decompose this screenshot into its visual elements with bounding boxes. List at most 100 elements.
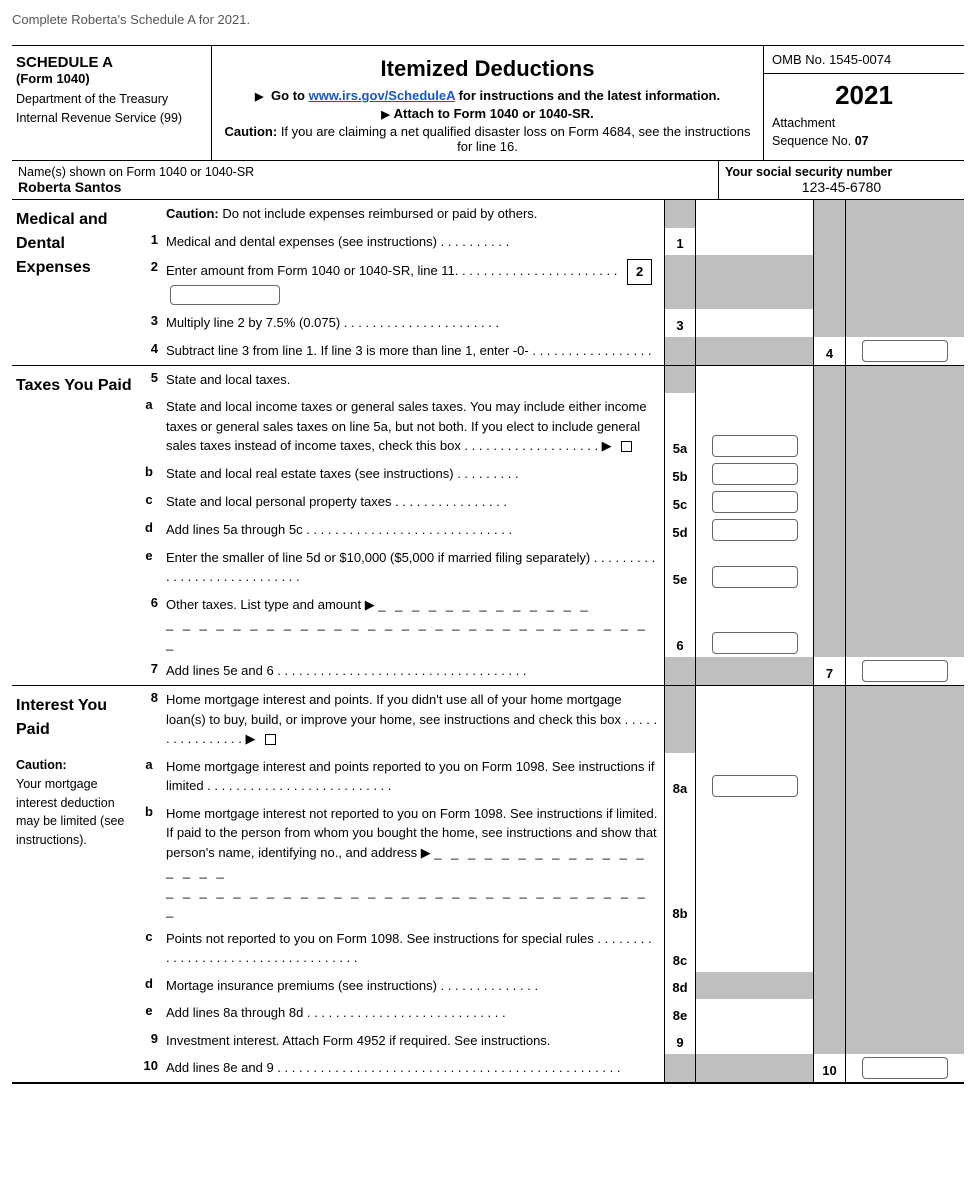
interest-caution: Caution: Your mortgage interest deductio… <box>16 756 134 850</box>
line-9-desc: Investment interest. Attach Form 4952 if… <box>162 1027 664 1055</box>
section-taxes: Taxes You Paid 5 State and local taxes. … <box>12 366 964 687</box>
line-7-num: 7 <box>140 657 162 685</box>
form-title: Itemized Deductions <box>220 56 755 82</box>
line-6-desc: Other taxes. List type and amount ▶ _ _ … <box>162 591 664 658</box>
caution-label: Caution: <box>224 124 277 139</box>
line-4-input[interactable] <box>862 340 948 362</box>
line-5c-desc: State and local personal property taxes … <box>162 488 664 516</box>
col-5e-label: 5e <box>664 544 696 591</box>
col-8d-label: 8d <box>664 972 696 1000</box>
line-4-desc: Subtract line 3 from line 1. If line 3 i… <box>162 337 664 365</box>
header-center: Itemized Deductions Go to www.irs.gov/Sc… <box>212 46 764 160</box>
mortgage-checkbox[interactable] <box>265 734 276 745</box>
line-5a-text: State and local income taxes or general … <box>166 399 647 453</box>
line-6-num: 6 <box>140 591 162 658</box>
line-2-box: 2 <box>627 259 652 285</box>
form-number: (Form 1040) <box>16 71 205 86</box>
line-2-text: Enter amount from Form 1040 or 1040-SR, … <box>166 263 617 278</box>
line-10-input[interactable] <box>862 1057 948 1079</box>
line-6-input[interactable] <box>712 632 798 654</box>
line-5e-input[interactable] <box>712 566 798 588</box>
col-8a-label: 8a <box>664 753 696 800</box>
line-1-desc: Medical and dental expenses (see instruc… <box>162 228 664 256</box>
dept-treasury: Department of the Treasury <box>16 90 205 109</box>
section-interest: Interest You Paid Caution: Your mortgage… <box>12 686 964 1083</box>
tax-year: 2021 <box>772 80 956 111</box>
col-7-label: 7 <box>814 657 846 685</box>
line-8-desc: Home mortgage interest and points. If yo… <box>162 686 664 753</box>
dept-irs: Internal Revenue Service (99) <box>16 109 205 128</box>
col-8e-label: 8e <box>664 999 696 1027</box>
omb-number: OMB No. 1545-0074 <box>764 46 964 74</box>
medical-caution-label: Caution: <box>166 206 219 221</box>
line-5d-input[interactable] <box>712 519 798 541</box>
medical-title: Medical and Dental Expenses <box>12 200 140 365</box>
taxes-title: Taxes You Paid <box>12 366 140 686</box>
line-4-num: 4 <box>140 337 162 365</box>
col-6-label: 6 <box>664 591 696 658</box>
line-5a-input[interactable] <box>712 435 798 457</box>
line-6-text: Other taxes. List type and amount ▶ <box>166 597 375 612</box>
line-2-desc: Enter amount from Form 1040 or 1040-SR, … <box>162 255 664 309</box>
col-5b-label: 5b <box>664 460 696 488</box>
schedule-label: SCHEDULE A <box>16 54 205 71</box>
name-value: Roberta Santos <box>18 179 712 195</box>
form-header: SCHEDULE A (Form 1040) Department of the… <box>12 46 964 161</box>
line-8d-num: d <box>140 972 162 1000</box>
line-8a-input[interactable] <box>712 775 798 797</box>
schedule-a-link[interactable]: www.irs.gov/ScheduleA <box>309 88 455 103</box>
name-label: Name(s) shown on Form 1040 or 1040-SR <box>18 165 712 179</box>
sequence-number: Sequence No. 07 <box>772 133 956 151</box>
seqno-value: 07 <box>855 134 869 148</box>
line-9-num: 9 <box>140 1027 162 1055</box>
caution-text: If you are claiming a net qualified disa… <box>277 124 750 154</box>
header-right: OMB No. 1545-0074 2021 Attachment Sequen… <box>764 46 964 160</box>
attachment-label: Attachment <box>772 115 956 133</box>
col-8c-label: 8c <box>664 925 696 972</box>
line-8b-num: b <box>140 800 162 925</box>
line-2-num: 2 <box>140 255 162 309</box>
ssn-value: 123-45-6780 <box>725 179 958 195</box>
line-7-input[interactable] <box>862 660 948 682</box>
line-8a-desc: Home mortgage interest and points report… <box>162 753 664 800</box>
line-8e-desc: Add lines 8a through 8d . . . . . . . . … <box>162 999 664 1027</box>
interest-caution-label: Caution: <box>16 758 67 772</box>
line-10-desc: Add lines 8e and 9 . . . . . . . . . . .… <box>162 1054 664 1082</box>
col-5c-label: 5c <box>664 488 696 516</box>
ssn-label: Your social security number <box>725 165 958 179</box>
line-5a-num: a <box>140 393 162 460</box>
line-8d-desc: Mortage insurance premiums (see instruct… <box>162 972 664 1000</box>
line-5b-input[interactable] <box>712 463 798 485</box>
line-8a-num: a <box>140 753 162 800</box>
col-5a-label: 5a <box>664 393 696 460</box>
col-1-label: 1 <box>664 228 696 256</box>
line-5b-num: b <box>140 460 162 488</box>
page-instruction: Complete Roberta's Schedule A for 2021. <box>12 12 964 27</box>
header-caution: Caution: If you are claiming a net quali… <box>220 124 755 154</box>
interest-title-block: Interest You Paid Caution: Your mortgage… <box>12 686 140 1082</box>
taxes-title-text: Taxes You Paid <box>16 374 134 398</box>
line-5c-num: c <box>140 488 162 516</box>
line-5-desc: State and local taxes. <box>162 366 664 394</box>
col-4-label: 4 <box>814 337 846 365</box>
col-9-label: 9 <box>664 1027 696 1055</box>
name-row: Name(s) shown on Form 1040 or 1040-SR Ro… <box>12 161 964 200</box>
sales-tax-checkbox[interactable] <box>621 441 632 452</box>
line-5d-desc: Add lines 5a through 5c . . . . . . . . … <box>162 516 664 544</box>
line-5a-desc: State and local income taxes or general … <box>162 393 664 460</box>
header-left: SCHEDULE A (Form 1040) Department of the… <box>12 46 212 160</box>
section-medical: Medical and Dental Expenses Caution: Do … <box>12 200 964 366</box>
line-5c-input[interactable] <box>712 491 798 513</box>
line-5e-num: e <box>140 544 162 591</box>
line-8c-desc: Points not reported to you on Form 1098.… <box>162 925 664 972</box>
line-2-input[interactable] <box>170 285 280 305</box>
col-3-label: 3 <box>664 309 696 337</box>
line-5b-desc: State and local real estate taxes (see i… <box>162 460 664 488</box>
line-8-text: Home mortgage interest and points. If yo… <box>166 692 657 746</box>
line-7-desc: Add lines 5e and 6 . . . . . . . . . . .… <box>162 657 664 685</box>
line-3-num: 3 <box>140 309 162 337</box>
col-5d-label: 5d <box>664 516 696 544</box>
medical-caution-text: Do not include expenses reimbursed or pa… <box>219 206 538 221</box>
interest-caution-text: Your mortgage interest deduction may be … <box>16 777 124 847</box>
interest-title-text: Interest You Paid <box>16 694 134 742</box>
